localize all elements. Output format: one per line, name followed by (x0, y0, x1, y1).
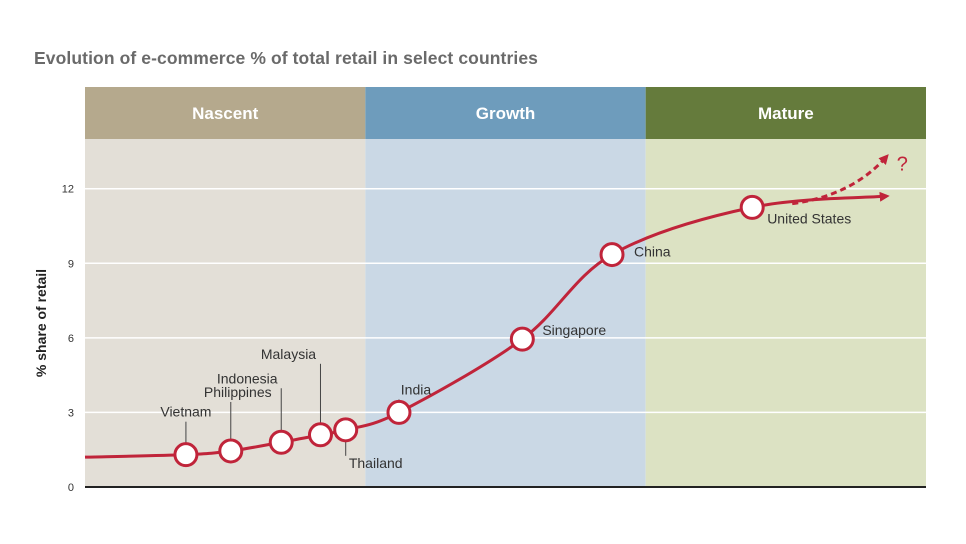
stage-label-growth: Growth (476, 104, 536, 123)
label-india: India (401, 381, 432, 397)
projection-arrow (791, 154, 889, 206)
label-indonesia: Indonesia (217, 370, 278, 386)
stage-label-mature: Mature (758, 104, 814, 123)
label-malaysia: Malaysia (261, 346, 316, 362)
data-point-malaysia (307, 422, 333, 448)
chart-title: Evolution of e-commerce % of total retai… (34, 48, 538, 68)
y-tick-3: 3 (68, 407, 74, 419)
y-tick-0: 0 (68, 482, 74, 494)
stage-band-mature (645, 139, 926, 487)
stage-header-nascent (85, 87, 366, 139)
y-tick-12: 12 (62, 184, 74, 196)
label-singapore: Singapore (542, 322, 606, 338)
stage-header-growth (365, 87, 646, 139)
stage-label-nascent: Nascent (192, 104, 258, 123)
y-tick-labels: 0 3 6 9 12 (62, 184, 74, 494)
label-vietnam: Vietnam (160, 404, 211, 420)
label-china: China (634, 244, 671, 260)
stage-header-mature (645, 87, 926, 139)
stage-bands: Nascent Growth Mature (85, 87, 926, 487)
label-united-states: United States (767, 210, 851, 226)
y-tick-9: 9 (68, 258, 74, 270)
data-point-vietnam (173, 442, 199, 468)
y-axis-label: % share of retail (33, 269, 49, 377)
data-point-india (386, 399, 412, 425)
data-point-indonesia (268, 429, 294, 455)
data-point-thailand (333, 417, 359, 443)
data-point-united-states (739, 194, 765, 220)
y-tick-6: 6 (68, 333, 74, 345)
label-philippines: Philippines (204, 384, 272, 400)
gridlines (85, 187, 926, 414)
data-point-china (599, 242, 625, 268)
data-point-philippines (218, 438, 244, 464)
label-thailand: Thailand (349, 455, 403, 471)
data-point-singapore (509, 326, 535, 352)
projection-label: ? (897, 153, 908, 175)
stage-band-growth (365, 139, 646, 487)
data-points (173, 194, 765, 468)
